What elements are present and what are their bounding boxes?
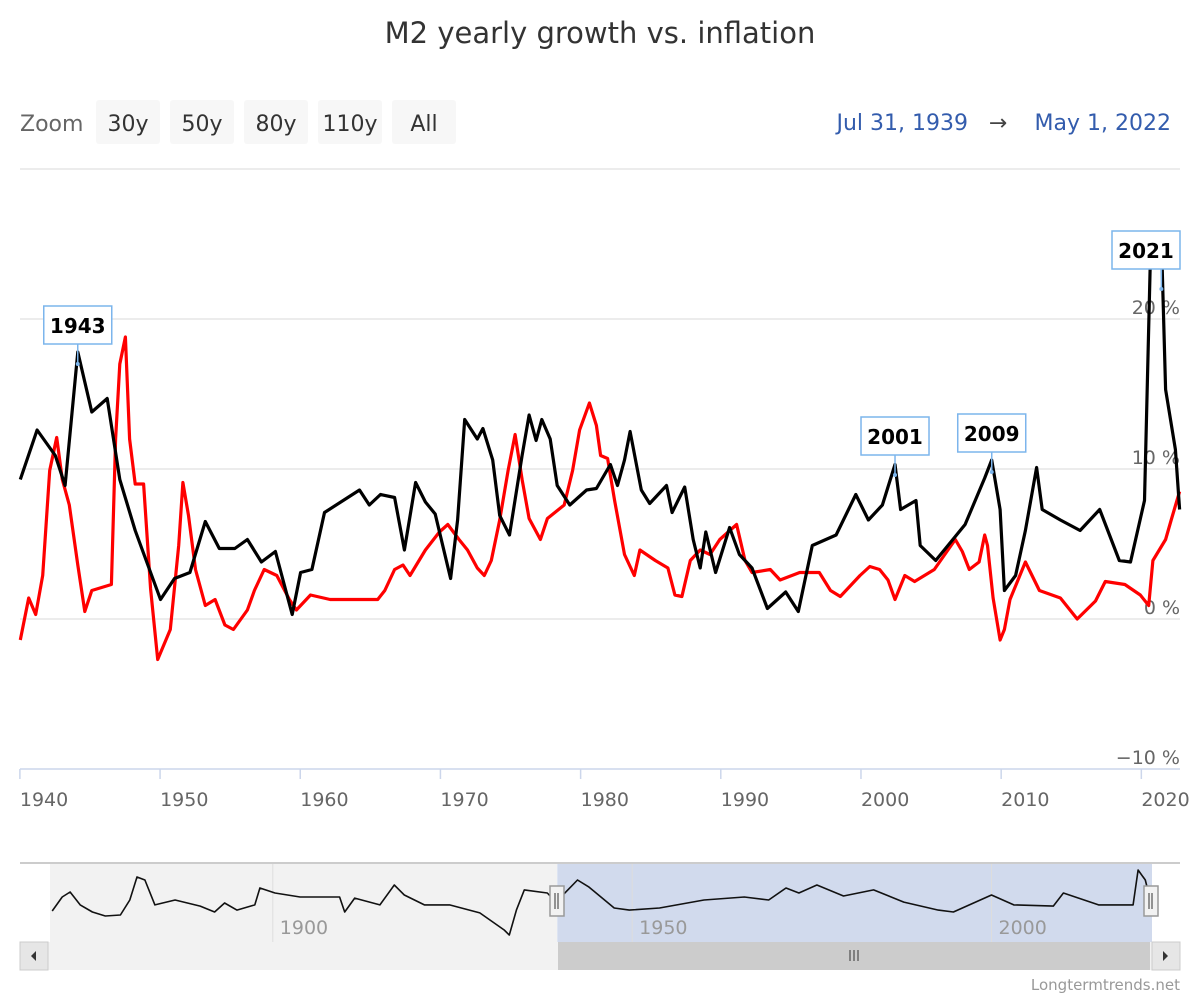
navigator-handle-right[interactable] (1143, 885, 1159, 917)
y-tick-label: −10 % (1116, 747, 1180, 769)
range-arrow: → (989, 111, 1007, 136)
chevron-left-icon (31, 951, 36, 961)
zoom-button-all[interactable]: All (392, 100, 456, 144)
y-tick-label: 0 % (1144, 597, 1180, 619)
series-line-inflation (18, 335, 1182, 662)
credit-link[interactable]: Longtermtrends.net (1031, 976, 1180, 994)
zoom-button-label: 80y (255, 112, 296, 137)
navigator-tick-label: 1900 (280, 917, 328, 939)
navigator-axis: 1900 1950 2000 (272, 864, 1047, 942)
annotation-label: 2009 (964, 422, 1020, 446)
annotation-2001: 2001 (860, 416, 930, 477)
navigator-unselected-mask (50, 864, 557, 942)
annotation-label: 2021 (1118, 239, 1174, 263)
zoom-button-50y[interactable]: 50y (170, 100, 234, 144)
scrollbar[interactable] (19, 941, 1181, 971)
annotation-label: 1943 (50, 314, 106, 338)
y-tick-label: 20 % (1132, 297, 1180, 319)
series-layer (18, 237, 1182, 662)
chevron-right-icon (1163, 951, 1168, 961)
x-tick-label: 1940 (20, 789, 68, 811)
annotation-1943: 1943 (43, 305, 113, 366)
annotation-2009: 2009 (956, 413, 1027, 474)
x-tick-label: 1980 (581, 789, 629, 811)
zoom-button-label: 50y (181, 112, 222, 137)
x-tick-label: 1970 (440, 789, 488, 811)
navigator[interactable]: 1900 1950 2000 (20, 862, 1180, 942)
zoom-button-label: 110y (322, 112, 377, 137)
range-to-input[interactable]: May 1, 2022 (1035, 111, 1171, 136)
zoom-label: Zoom (20, 112, 83, 137)
scrollbar-left-arrow-button[interactable] (19, 941, 49, 971)
zoom-button-80y[interactable]: 80y (244, 100, 308, 144)
annotation-2021: 2021 (1111, 230, 1181, 291)
zoom-button-label: 30y (107, 112, 148, 137)
annotation-label: 2001 (867, 425, 923, 449)
zoom-button-110y[interactable]: 110y (318, 100, 382, 144)
navigator-tick-label: 1950 (639, 917, 687, 939)
y-axis: −10 % 0 % 10 % 20 % (1116, 297, 1180, 769)
zoom-button-30y[interactable]: 30y (96, 100, 160, 144)
navigator-handle-left[interactable] (549, 885, 565, 917)
x-axis: 1940 1950 1960 1970 1980 1990 2000 2010 2020 (19, 769, 1190, 811)
navigator-series-line (51, 869, 1152, 936)
chart-title: M2 yearly growth vs. inflation (385, 16, 816, 50)
x-tick-label: 2010 (1001, 789, 1049, 811)
x-tick-label: 1990 (721, 789, 769, 811)
scrollbar-grip-icon (849, 950, 859, 961)
navigator-selected-range[interactable] (557, 864, 1152, 942)
scrollbar-right-arrow-button[interactable] (1151, 941, 1181, 971)
x-tick-label: 2000 (861, 789, 909, 811)
series-line-m2-yearly-growth (18, 237, 1182, 617)
annotations: 1943 2001 2009 2021 (43, 230, 1181, 477)
x-tick-label: 2020 (1141, 789, 1189, 811)
y-tick-label: 10 % (1132, 447, 1180, 469)
range-from-input[interactable]: Jul 31, 1939 (834, 111, 968, 136)
x-tick-label: 1960 (300, 789, 348, 811)
zoom-button-label: All (410, 112, 437, 137)
y-grid (20, 318, 1180, 620)
x-tick-label: 1950 (160, 789, 208, 811)
navigator-tick-label: 2000 (999, 917, 1047, 939)
navigator-series (51, 869, 1152, 936)
